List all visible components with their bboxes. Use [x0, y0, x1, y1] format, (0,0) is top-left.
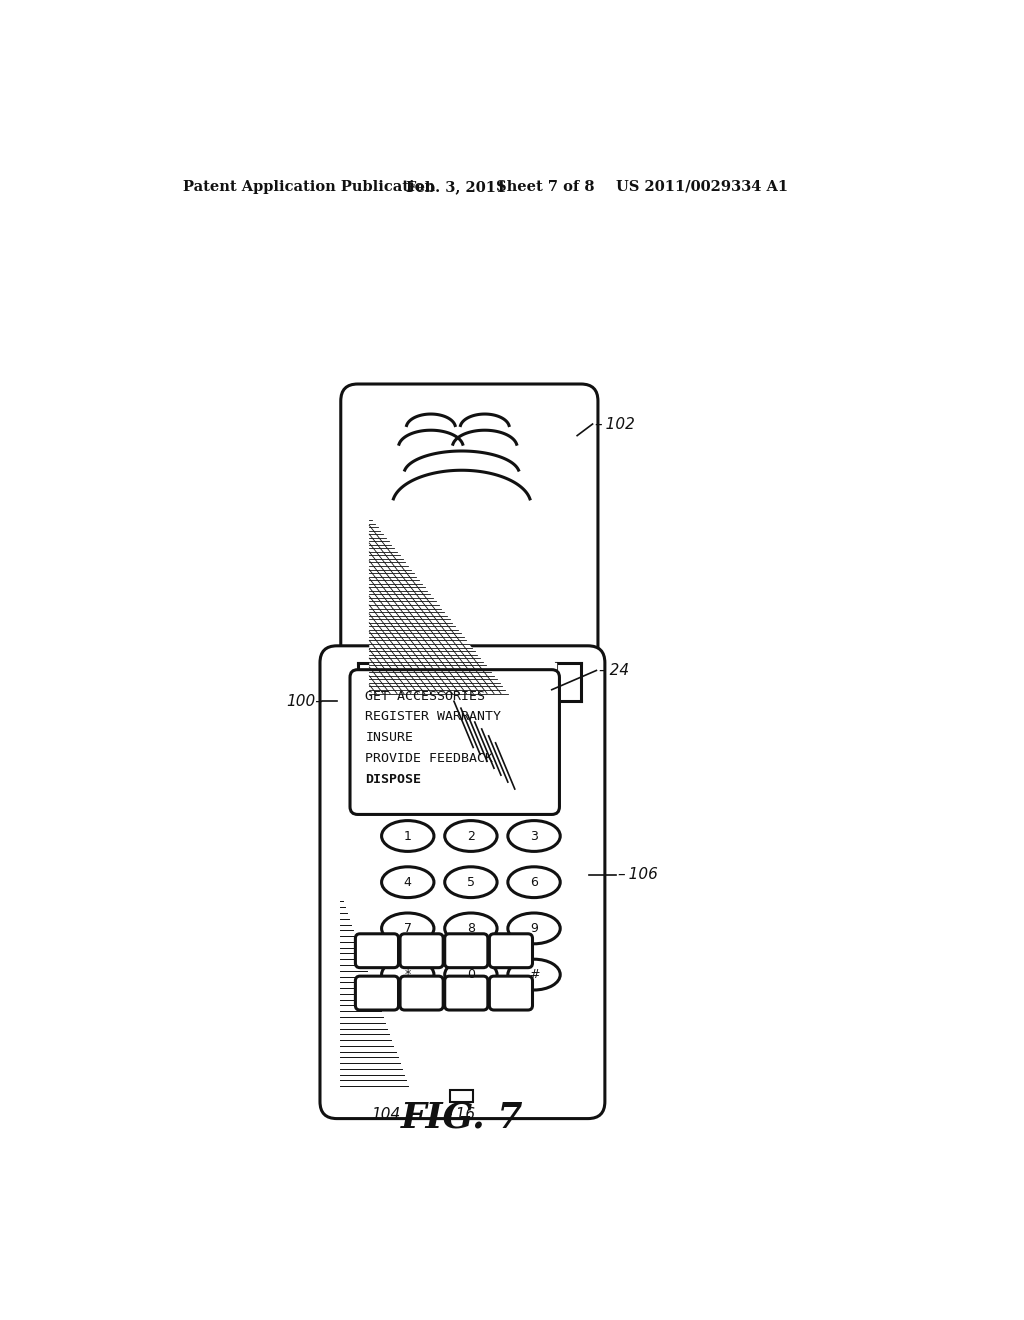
- Text: 104: 104: [372, 1107, 400, 1122]
- Text: 5: 5: [467, 875, 475, 888]
- FancyBboxPatch shape: [400, 933, 443, 968]
- Ellipse shape: [444, 821, 497, 851]
- Text: 7: 7: [403, 921, 412, 935]
- Text: 4: 4: [403, 875, 412, 888]
- Text: REGISTER WARRANTY: REGISTER WARRANTY: [366, 710, 502, 723]
- FancyBboxPatch shape: [355, 933, 398, 968]
- Ellipse shape: [444, 960, 497, 990]
- Text: #: #: [528, 968, 540, 981]
- FancyBboxPatch shape: [489, 933, 532, 968]
- Ellipse shape: [508, 960, 560, 990]
- Text: 6: 6: [530, 875, 538, 888]
- Ellipse shape: [382, 913, 434, 944]
- FancyBboxPatch shape: [444, 977, 487, 1010]
- Ellipse shape: [508, 867, 560, 898]
- Text: 0: 0: [467, 968, 475, 981]
- Text: 8: 8: [467, 921, 475, 935]
- FancyBboxPatch shape: [444, 933, 487, 968]
- Ellipse shape: [382, 960, 434, 990]
- Text: DISPOSE: DISPOSE: [366, 774, 422, 785]
- Text: INSURE: INSURE: [366, 731, 414, 744]
- Ellipse shape: [508, 913, 560, 944]
- FancyBboxPatch shape: [319, 645, 605, 1118]
- Text: 1: 1: [403, 829, 412, 842]
- Ellipse shape: [444, 867, 497, 898]
- Text: 2: 2: [467, 829, 475, 842]
- Text: 3: 3: [530, 829, 538, 842]
- FancyBboxPatch shape: [489, 977, 532, 1010]
- FancyBboxPatch shape: [400, 977, 443, 1010]
- Text: PROVIDE FEEDBACK: PROVIDE FEEDBACK: [366, 752, 494, 766]
- FancyBboxPatch shape: [355, 977, 398, 1010]
- Text: – 24: – 24: [599, 663, 629, 678]
- Text: Sheet 7 of 8: Sheet 7 of 8: [497, 180, 595, 194]
- Ellipse shape: [508, 821, 560, 851]
- FancyBboxPatch shape: [341, 384, 598, 718]
- Text: Patent Application Publication: Patent Application Publication: [183, 180, 435, 194]
- Text: GET ACCESSORIES: GET ACCESSORIES: [366, 689, 485, 702]
- Text: *: *: [404, 968, 411, 981]
- Text: – 102: – 102: [595, 417, 635, 432]
- Text: – 106: – 106: [617, 867, 657, 882]
- Text: Feb. 3, 2011: Feb. 3, 2011: [407, 180, 507, 194]
- Text: FIG. 7: FIG. 7: [400, 1101, 523, 1135]
- Text: US 2011/0029334 A1: US 2011/0029334 A1: [615, 180, 787, 194]
- Text: 100–: 100–: [286, 694, 323, 709]
- Polygon shape: [370, 516, 508, 693]
- Ellipse shape: [382, 821, 434, 851]
- Ellipse shape: [382, 867, 434, 898]
- Text: – 16: – 16: [444, 1107, 475, 1122]
- FancyBboxPatch shape: [350, 669, 559, 814]
- Ellipse shape: [444, 913, 497, 944]
- Bar: [451, 1090, 473, 1102]
- Text: 9: 9: [530, 921, 538, 935]
